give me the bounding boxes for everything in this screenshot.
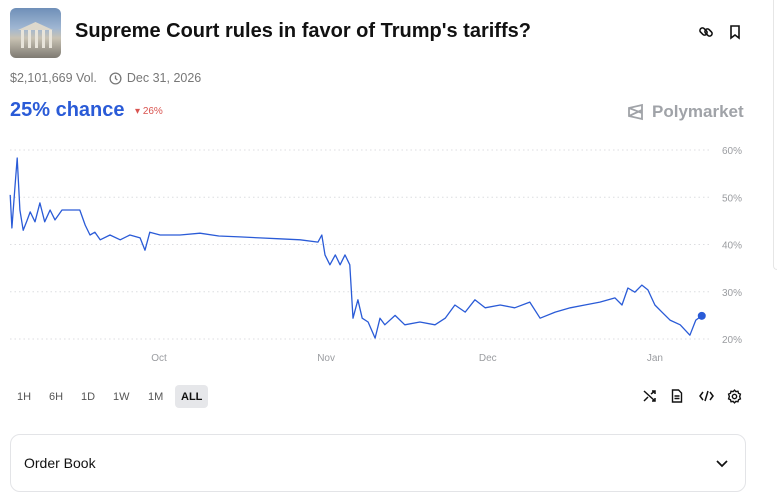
current-value-dot: [697, 311, 706, 320]
series-line-yes: [9, 157, 703, 339]
down-arrow-icon: ▾: [135, 106, 141, 117]
x-tick-label: Dec: [479, 353, 497, 364]
x-tick-label: Nov: [317, 353, 335, 364]
x-tick-label: Jan: [647, 353, 663, 364]
order-book-accordion[interactable]: Order Book: [10, 434, 746, 492]
time-range-6h[interactable]: 6H: [49, 390, 64, 403]
shuffle-icon[interactable]: [640, 386, 660, 406]
clock-icon: [109, 71, 122, 85]
market-thumbnail: [10, 8, 61, 58]
market-stats: $2,101,669 Vol. Dec 31, 2026: [10, 71, 201, 85]
side-panel-edge: [773, 0, 777, 270]
link-icon[interactable]: [696, 22, 716, 42]
price-chart[interactable]: 60% 50% 40% 30% 20% Oct Nov Dec Jan: [0, 140, 777, 370]
time-range-all[interactable]: ALL: [175, 385, 209, 408]
settings-gear-icon[interactable]: [724, 386, 744, 406]
time-range-1w[interactable]: 1W: [113, 390, 130, 403]
document-icon[interactable]: [667, 386, 687, 406]
time-range-1m[interactable]: 1M: [148, 390, 164, 403]
bookmark-icon[interactable]: [725, 22, 745, 42]
order-book-label: Order Book: [24, 455, 96, 471]
y-tick-label: 60%: [722, 146, 742, 157]
y-tick-label: 40%: [722, 241, 742, 252]
time-range-1d[interactable]: 1D: [81, 390, 96, 403]
x-tick-label: Oct: [151, 353, 167, 364]
market-title: Supreme Court rules in favor of Trump's …: [75, 20, 531, 42]
embed-code-icon[interactable]: [696, 386, 716, 406]
y-tick-label: 20%: [722, 335, 742, 346]
polymarket-icon: [628, 103, 643, 121]
chance-delta: ▾ 26%: [135, 106, 163, 117]
volume: $2,101,669 Vol.: [10, 71, 97, 85]
y-tick-label: 50%: [722, 193, 742, 204]
polymarket-logo: Polymarket: [627, 102, 744, 122]
chevron-down-icon: [716, 459, 728, 467]
end-date: Dec 31, 2026: [126, 71, 202, 85]
time-range-1h[interactable]: 1H: [17, 390, 32, 403]
chance-value: 25% chance: [10, 99, 125, 121]
y-tick-label: 30%: [722, 288, 742, 299]
